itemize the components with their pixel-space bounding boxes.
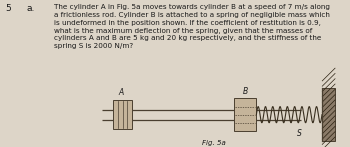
- Text: B: B: [242, 87, 247, 96]
- Bar: [113, 100, 132, 129]
- Text: S: S: [297, 129, 302, 138]
- Text: The cylinder A in Fig. 5a moves towards cylinder B at a speed of 7 m/s along
a f: The cylinder A in Fig. 5a moves towards …: [54, 4, 330, 49]
- Text: a.: a.: [26, 4, 35, 13]
- Text: A: A: [118, 88, 124, 97]
- Bar: [322, 88, 335, 141]
- Bar: [234, 98, 256, 131]
- Text: 5: 5: [5, 4, 11, 13]
- Text: Fig. 5a: Fig. 5a: [202, 140, 225, 146]
